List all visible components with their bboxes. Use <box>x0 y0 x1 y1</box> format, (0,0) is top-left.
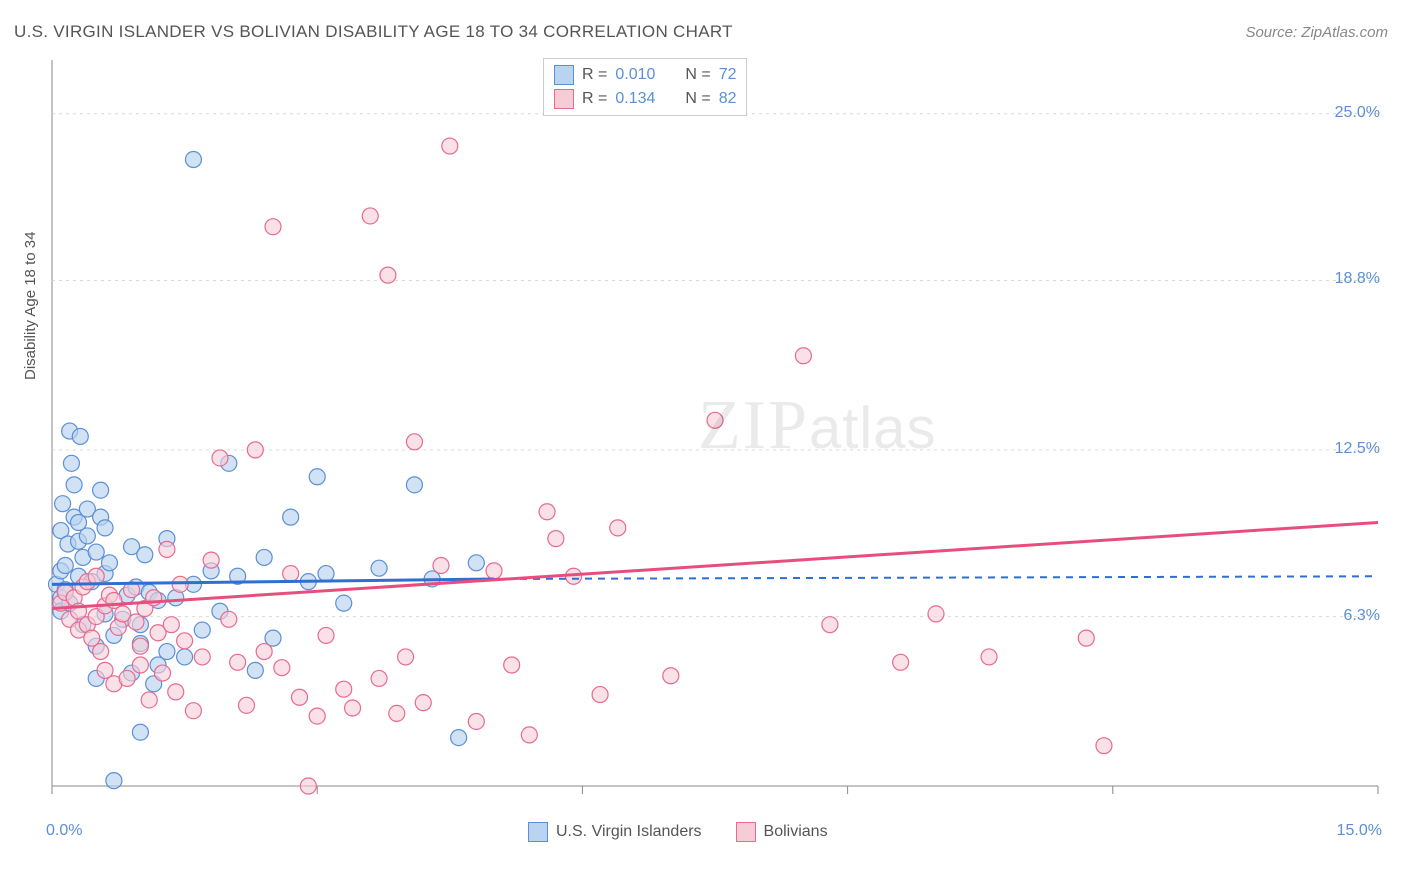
legend-item: U.S. Virgin Islanders <box>528 822 702 842</box>
y-tick-label: 12.5% <box>1335 440 1380 458</box>
chart-container: U.S. VIRGIN ISLANDER VS BOLIVIAN DISABIL… <box>0 0 1406 892</box>
legend-row: R =0.134 N =82 <box>554 87 736 111</box>
correlation-legend: R =0.010 N =72 R =0.134 N =82 <box>543 58 747 116</box>
y-tick-label: 6.3% <box>1344 607 1380 625</box>
chart-title: U.S. VIRGIN ISLANDER VS BOLIVIAN DISABIL… <box>14 22 733 42</box>
y-tick-label: 25.0% <box>1335 104 1380 122</box>
legend-item: Bolivians <box>736 822 828 842</box>
series-legend: U.S. Virgin Islanders Bolivians <box>528 822 828 842</box>
source-label: Source: ZipAtlas.com <box>1245 24 1388 41</box>
plot-area: R =0.010 N =72 R =0.134 N =82 ZIPatlas U… <box>48 56 1382 842</box>
y-axis-label: Disability Age 18 to 34 <box>22 232 39 380</box>
x-axis-max-label: 15.0% <box>1337 822 1382 840</box>
legend-row: R =0.010 N =72 <box>554 63 736 87</box>
scatter-plot-svg <box>48 56 1382 842</box>
x-axis-min-label: 0.0% <box>46 822 82 840</box>
y-tick-label: 18.8% <box>1335 270 1380 288</box>
